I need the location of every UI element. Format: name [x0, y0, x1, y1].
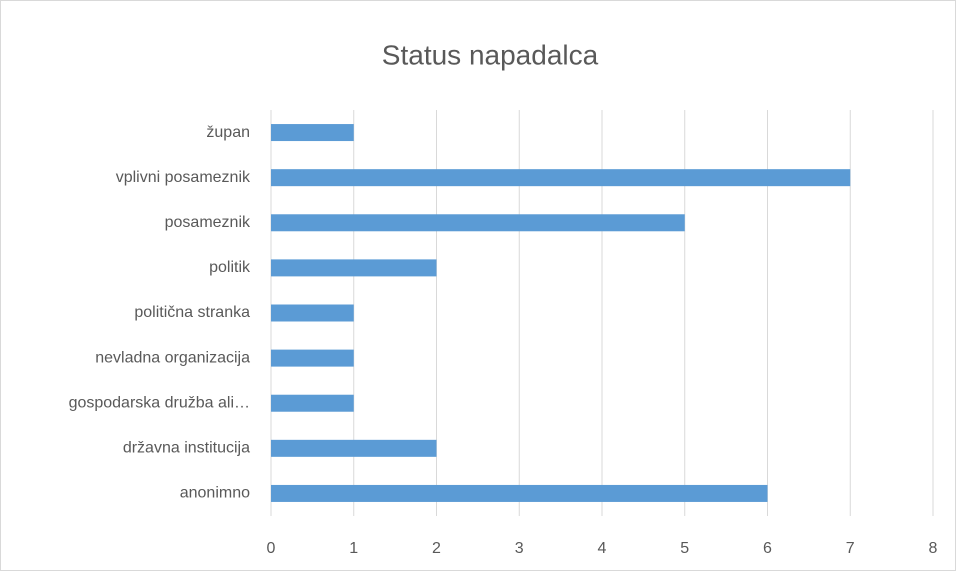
bar	[271, 169, 851, 187]
x-tick-label: 4	[598, 540, 607, 557]
bar	[271, 439, 437, 457]
x-tick-label: 2	[432, 540, 441, 557]
x-tick-label: 1	[349, 540, 358, 557]
bar	[271, 124, 354, 142]
chart-title: Status napadalca	[382, 39, 599, 70]
y-tick-label: župan	[206, 124, 250, 141]
bar	[271, 484, 768, 502]
y-tick-label: državna institucija	[123, 440, 250, 457]
bar	[271, 304, 354, 322]
y-tick-label: politik	[209, 259, 251, 276]
bar	[271, 394, 354, 412]
x-tick-label: 8	[929, 540, 938, 557]
y-tick-label: posameznik	[165, 214, 251, 231]
y-tick-label: gospodarska družba ali…	[69, 394, 250, 411]
x-tick-label: 7	[846, 540, 855, 557]
x-tick-label: 5	[680, 540, 689, 557]
x-tick-label: 6	[763, 540, 772, 557]
x-tick-label: 3	[515, 540, 524, 557]
y-tick-label: politična stranka	[134, 304, 250, 321]
y-tick-label: nevladna organizacija	[95, 349, 250, 366]
y-tick-label: vplivni posameznik	[116, 169, 251, 186]
y-tick-label: anonimno	[180, 485, 250, 502]
bar	[271, 259, 437, 277]
bar	[271, 214, 685, 232]
bar	[271, 349, 354, 367]
x-tick-label: 0	[267, 540, 276, 557]
